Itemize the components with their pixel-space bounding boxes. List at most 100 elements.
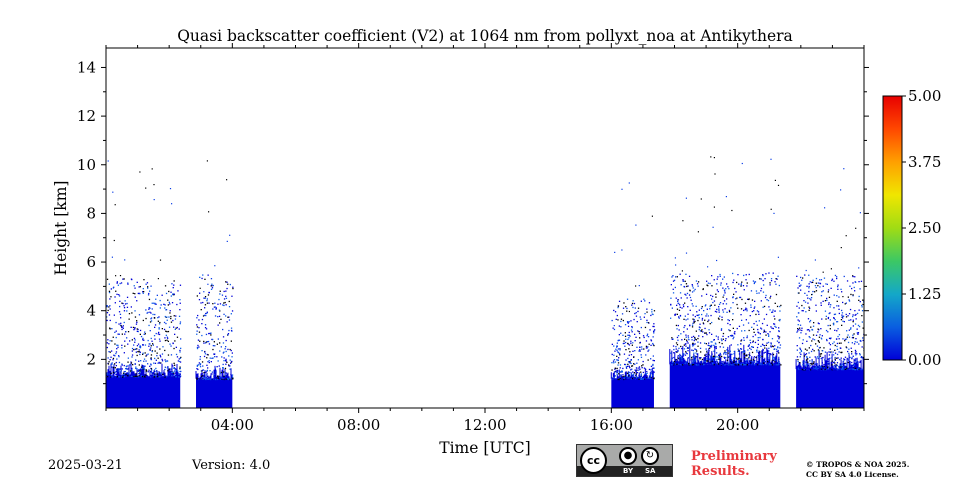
speckle (778, 358, 780, 361)
preliminary-results-note: Preliminary Results. (691, 449, 777, 479)
speckle (738, 325, 741, 327)
speckle (231, 374, 234, 376)
speckle (826, 297, 828, 300)
speckle (829, 338, 832, 340)
speckle (150, 318, 152, 320)
speckle (205, 328, 208, 330)
speckle (833, 307, 835, 309)
speckle (672, 361, 674, 364)
speckle (710, 355, 713, 357)
speckle (170, 291, 172, 293)
speckle (697, 337, 699, 340)
speckle (760, 287, 763, 290)
speckle (165, 330, 167, 332)
speckle (139, 370, 141, 372)
speckle (210, 375, 212, 377)
speckle (835, 364, 837, 366)
speckle (685, 361, 687, 363)
speckle (218, 298, 220, 301)
speckle (150, 364, 152, 366)
speckle (623, 340, 625, 342)
speckle (750, 359, 752, 361)
speckle (732, 302, 734, 304)
speckle (196, 295, 198, 297)
speckle (631, 304, 633, 306)
speckle (626, 307, 628, 310)
speckle (116, 293, 118, 295)
speckle (642, 364, 644, 366)
speckle (231, 378, 234, 380)
speckle (722, 364, 724, 366)
high-point (647, 322, 650, 324)
speckle (115, 352, 117, 355)
speckle (118, 355, 120, 357)
speckle (113, 366, 115, 369)
speckle (774, 345, 776, 347)
speckle (743, 360, 746, 362)
speckle (628, 344, 631, 346)
speckle (740, 283, 742, 285)
speckle (742, 285, 745, 287)
speckle (206, 311, 208, 313)
speckle (139, 369, 141, 371)
speckle (836, 330, 838, 332)
speckle (652, 355, 654, 357)
high-point (714, 173, 716, 175)
speckle (748, 352, 751, 354)
speckle (175, 376, 177, 378)
speckle (840, 351, 842, 354)
speckle (217, 316, 219, 318)
speckle (228, 377, 231, 379)
speckle (106, 342, 108, 344)
speckle (210, 378, 212, 381)
speckle (720, 284, 722, 286)
speckle (706, 308, 708, 310)
speckle (143, 339, 145, 341)
speckle (726, 283, 728, 285)
speckle (623, 302, 625, 304)
speckle (172, 342, 174, 344)
speckle (694, 336, 696, 339)
speckle (168, 316, 170, 318)
speckle (822, 350, 824, 352)
speckle (630, 342, 632, 344)
speckle (150, 357, 152, 359)
speckle (838, 342, 841, 344)
speckle (759, 355, 761, 357)
speckle (228, 329, 230, 332)
speckle (755, 290, 758, 292)
speckle (740, 285, 742, 287)
speckle (614, 371, 616, 373)
speckle (801, 310, 803, 312)
speckle (644, 313, 646, 315)
speckle (116, 282, 118, 284)
speckle (741, 281, 743, 283)
speckle (225, 290, 227, 292)
speckle (841, 291, 843, 293)
speckle (754, 300, 756, 302)
speckle (765, 273, 767, 275)
speckle (196, 377, 198, 379)
speckle (112, 357, 115, 360)
speckle (673, 356, 675, 359)
speckle (827, 324, 829, 327)
speckle (139, 372, 141, 374)
speckle (753, 282, 755, 285)
speckle (815, 304, 817, 306)
speckle (719, 315, 721, 317)
speckle (628, 334, 630, 336)
speckle (810, 297, 813, 299)
high-point (843, 168, 845, 170)
speckle (643, 316, 645, 318)
speckle (780, 364, 782, 366)
speckle (106, 319, 108, 322)
speckle (765, 344, 767, 346)
speckle (696, 356, 698, 358)
speckle (690, 364, 693, 366)
speckle (699, 363, 701, 365)
speckle (147, 371, 149, 373)
speckle (703, 323, 705, 325)
speckle (675, 297, 677, 299)
speckle (815, 290, 818, 292)
speckle (133, 344, 135, 346)
